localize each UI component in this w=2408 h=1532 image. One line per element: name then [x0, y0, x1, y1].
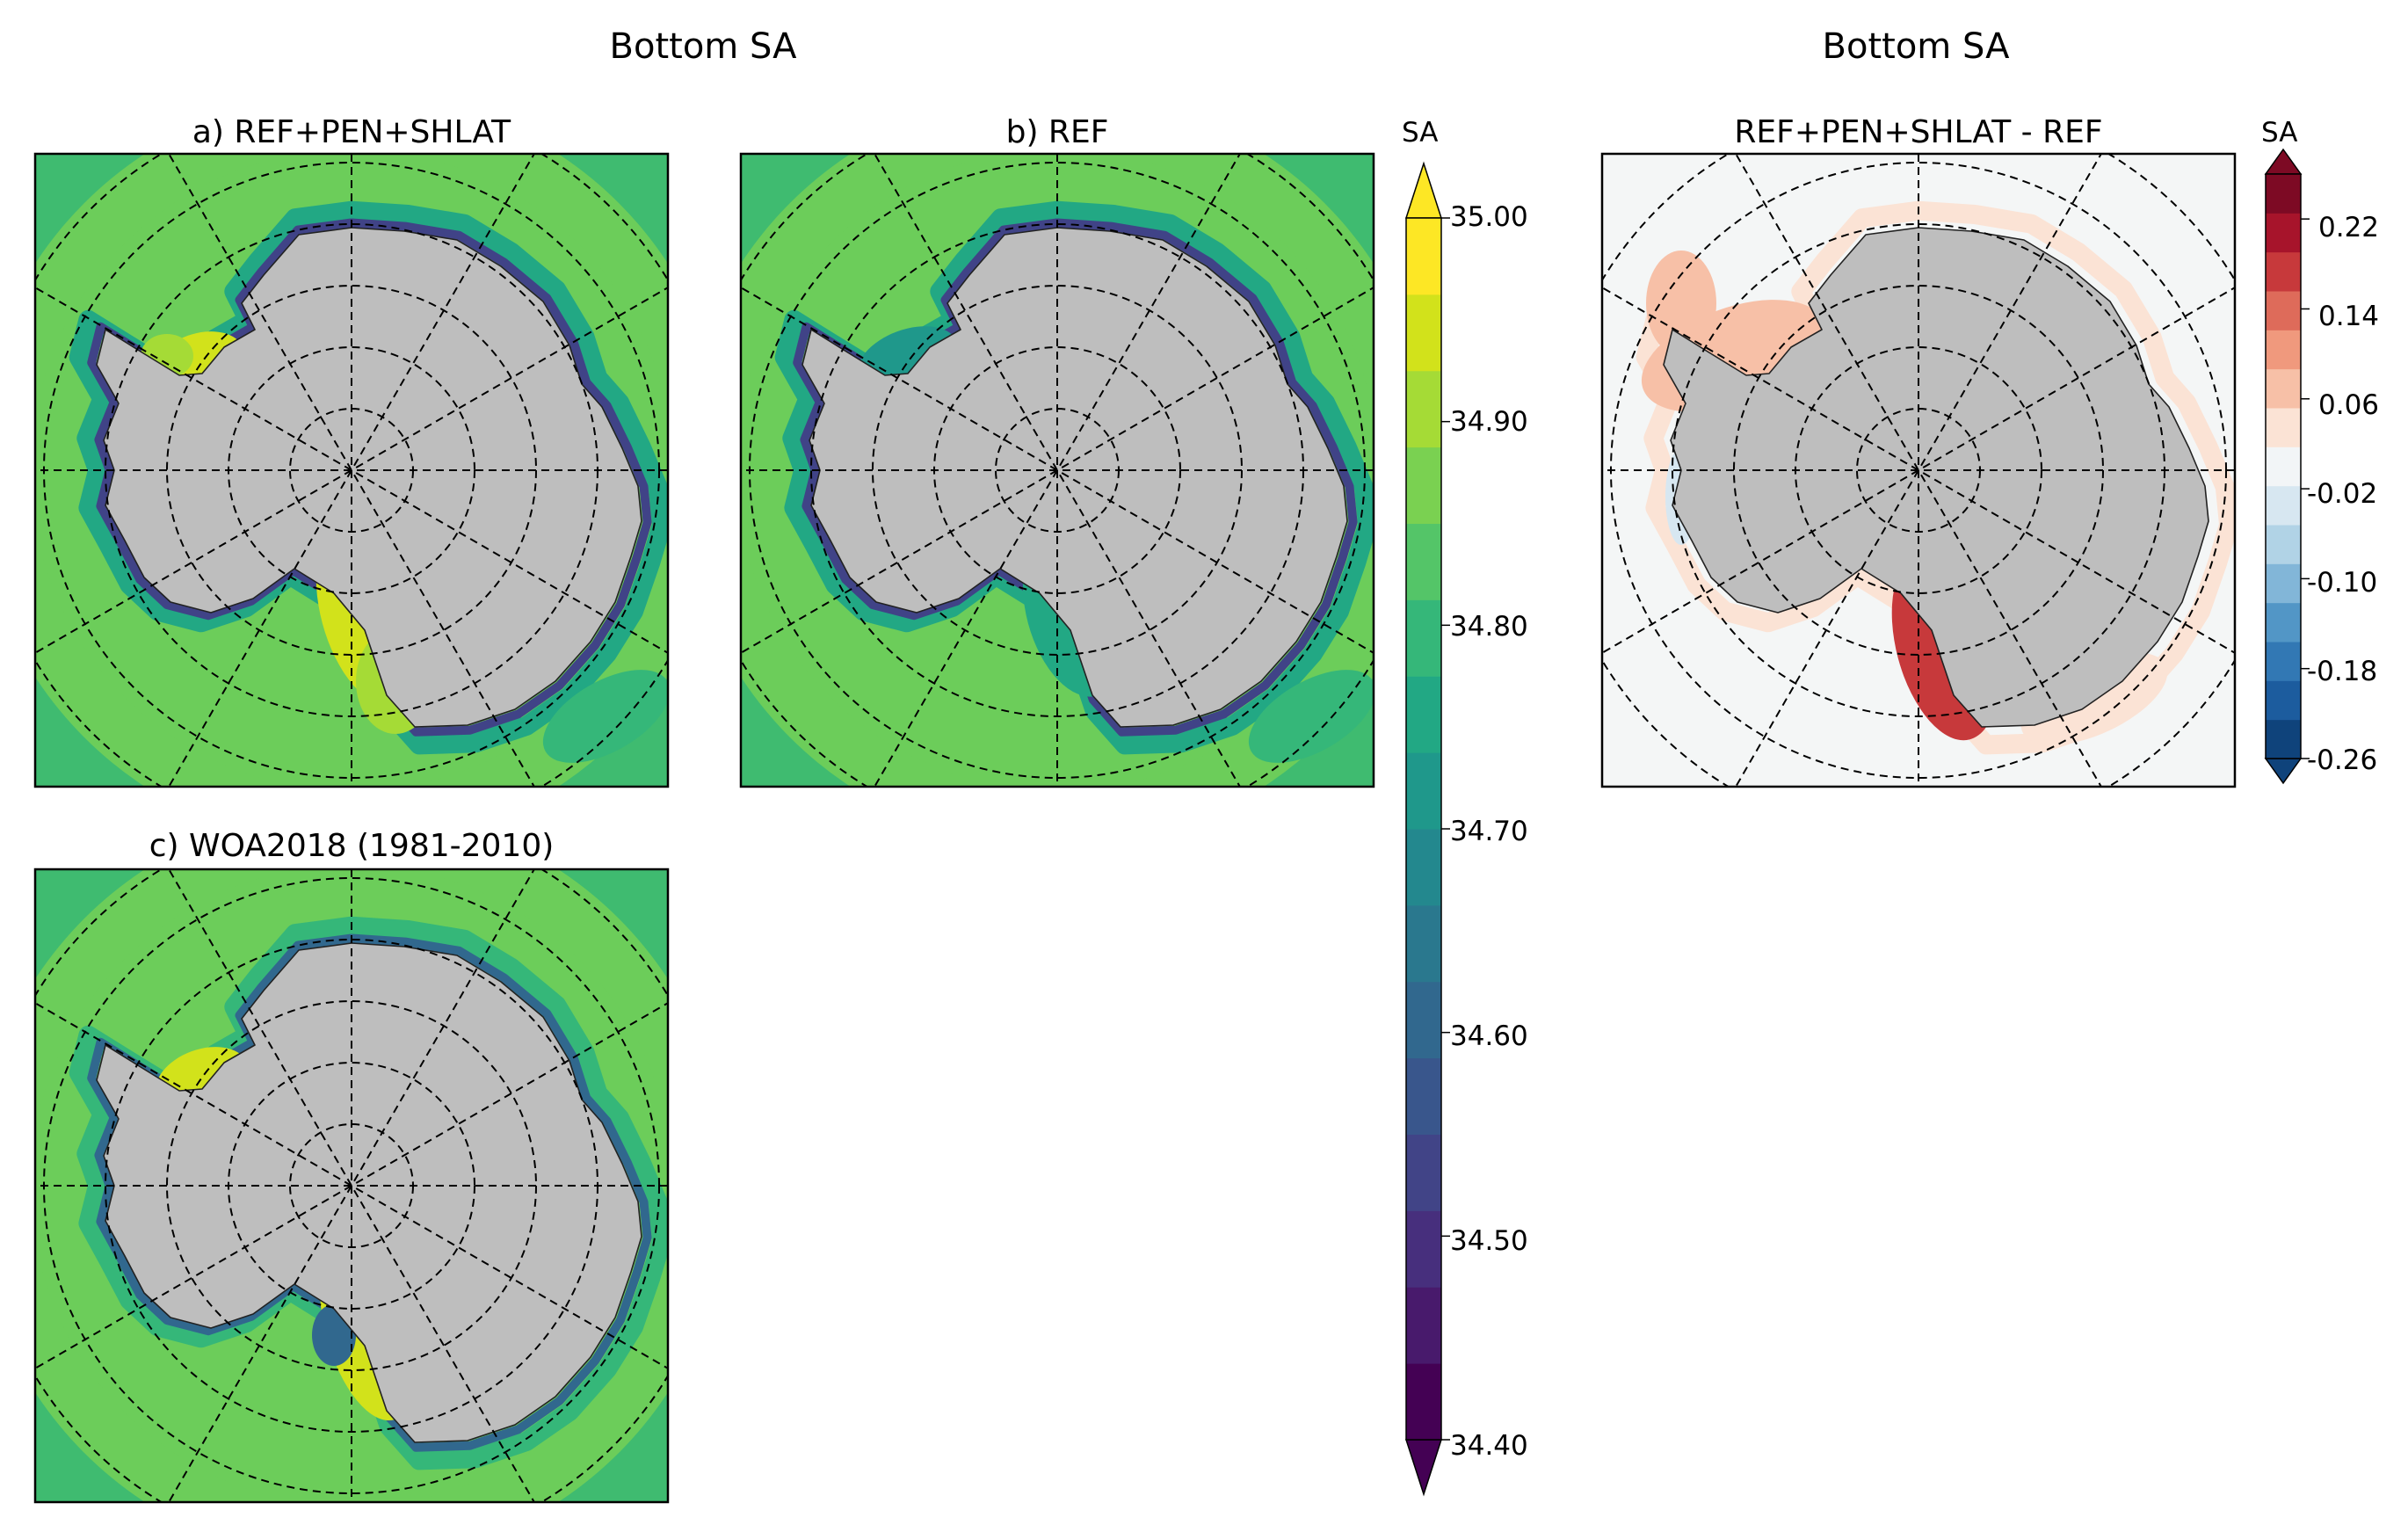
map-frame — [33, 152, 670, 788]
map-frame — [33, 868, 670, 1504]
colorbar-segment — [1406, 218, 1441, 295]
colorbar-segment — [2266, 174, 2301, 214]
colorbar-extend-max — [1404, 161, 1443, 219]
map-content — [35, 154, 668, 787]
colorbar-segment — [1406, 1134, 1441, 1211]
colorbar-segment — [1406, 829, 1441, 906]
colorbar-diff-tick: -0.26 — [2307, 744, 2378, 776]
colorbar-segment — [2266, 408, 2301, 447]
colorbar-segment — [1406, 1057, 1441, 1135]
right-figure-title: Bottom SA — [1822, 26, 2010, 67]
map-frame — [739, 152, 1375, 788]
shelf-anomaly — [1646, 250, 1716, 356]
colorbar-segment — [2266, 330, 2301, 370]
colorbar-segment — [1406, 523, 1441, 600]
colorbar-sa-tick: 34.50 — [1450, 1225, 1528, 1257]
colorbar-diff-tick: -0.02 — [2307, 478, 2378, 510]
colorbar-segment — [2266, 719, 2301, 759]
colorbar-sa-tick: 35.00 — [1450, 201, 1528, 233]
panel-a-title: a) REF+PEN+SHLAT — [192, 114, 511, 150]
colorbar-segment — [2266, 563, 2301, 604]
colorbar-segment — [1406, 981, 1441, 1059]
antarctica-land — [96, 227, 642, 728]
colorbar-frame — [2265, 173, 2302, 759]
map-content — [35, 869, 668, 1502]
colorbar-diff — [2264, 148, 2310, 785]
colorbar-sa-tick: 34.90 — [1450, 406, 1528, 438]
colorbar-segment — [1406, 447, 1441, 524]
shelf-anomaly — [1248, 670, 1374, 763]
colorbar-segment — [2266, 251, 2301, 292]
longitude-gridline — [873, 154, 1242, 787]
colorbar-segment — [1406, 904, 1441, 983]
map-content — [1602, 154, 2235, 787]
colorbar-diff-tick: 0.22 — [2318, 212, 2380, 243]
colorbar-extend-min — [2264, 758, 2303, 785]
colorbar-extend-min — [1404, 1439, 1443, 1497]
colorbar-sa-tick: 34.80 — [1450, 611, 1528, 643]
colorbar-segment — [1406, 1210, 1441, 1288]
colorbar-sa-label: SA — [1402, 117, 1439, 149]
map-panel-c — [33, 868, 670, 1504]
colorbar-segment — [1406, 676, 1441, 753]
map-panel-d — [1600, 152, 2237, 788]
map-frame — [1600, 152, 2237, 788]
colorbar-segment — [1406, 1363, 1441, 1441]
colorbar-segment — [2266, 368, 2301, 409]
map-panel-b — [739, 152, 1375, 788]
antarctica-land — [96, 942, 642, 1443]
colorbar-segment — [1406, 370, 1441, 448]
panel-d-title: REF+PEN+SHLAT - REF — [1734, 114, 2103, 150]
colorbar-diff-tick: -0.18 — [2307, 656, 2378, 687]
colorbar-segment — [2266, 642, 2301, 681]
colorbar-segment — [1406, 1287, 1441, 1364]
longitude-gridline — [167, 154, 536, 787]
left-figure-title: Bottom SA — [609, 26, 797, 67]
colorbar-sa-tick: 34.40 — [1450, 1430, 1528, 1462]
antarctica-land — [801, 227, 1348, 728]
colorbar-segment — [2266, 525, 2301, 564]
colorbar-diff-tick: 0.14 — [2318, 301, 2380, 332]
map-panel-a — [33, 152, 670, 788]
colorbar-sa-tick: 34.60 — [1450, 1020, 1528, 1052]
colorbar-segment — [2266, 291, 2301, 330]
colorbar-segment — [2266, 213, 2301, 253]
antarctica-land — [1663, 227, 2209, 728]
colorbar-segment — [2266, 447, 2301, 487]
colorbar-diff-tick: -0.10 — [2307, 567, 2378, 599]
map-content — [741, 154, 1374, 787]
colorbar-extend-max — [2264, 148, 2303, 175]
colorbar-sa — [1404, 161, 1450, 1497]
colorbar-segment — [2266, 680, 2301, 721]
colorbar-segment — [1406, 599, 1441, 677]
colorbar-segment — [2266, 485, 2301, 526]
colorbar-segment — [1406, 294, 1441, 372]
colorbar-segment — [2266, 602, 2301, 643]
longitude-gridline — [167, 869, 536, 1502]
colorbar-sa-tick: 34.70 — [1450, 816, 1528, 847]
longitude-gridline — [1734, 154, 2103, 787]
colorbar-diff-label: SA — [2261, 117, 2298, 149]
panel-c-title: c) WOA2018 (1981-2010) — [149, 828, 555, 864]
colorbar-segment — [1406, 752, 1441, 830]
shelf-anomaly — [542, 670, 668, 763]
colorbar-diff-tick: 0.06 — [2318, 389, 2380, 421]
panel-b-title: b) REF — [1005, 114, 1109, 150]
